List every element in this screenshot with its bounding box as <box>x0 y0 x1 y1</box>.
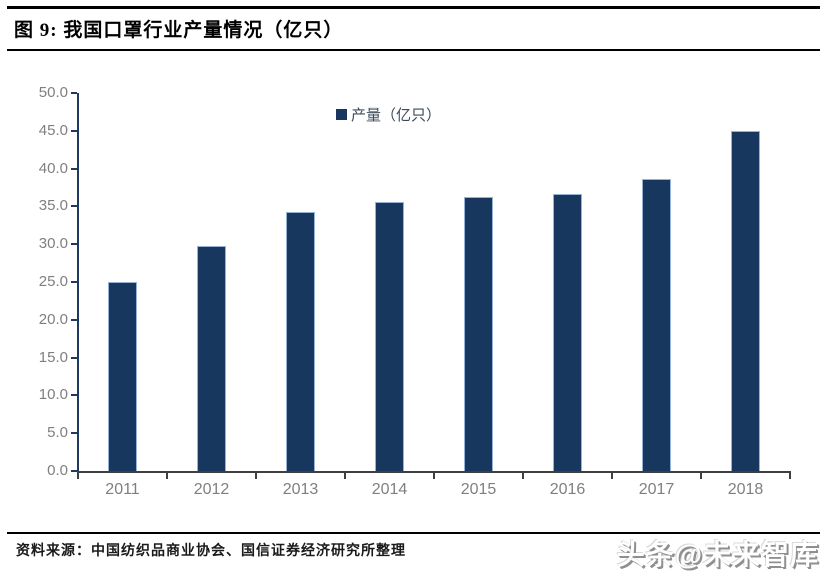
bar-2011 <box>108 282 137 471</box>
y-axis-line <box>77 93 79 471</box>
y-axis-tick <box>71 205 77 208</box>
title-underline-rule <box>7 49 820 51</box>
figure-title: 图 9: 我国口罩行业产量情况（亿只） <box>14 20 344 41</box>
y-tick-label: 15.0 <box>38 348 68 366</box>
y-axis-tick <box>71 356 77 359</box>
x-tick-label-2015: 2015 <box>460 481 497 498</box>
legend-square-swatch <box>336 108 347 120</box>
y-axis-tick <box>71 318 77 321</box>
y-tick-label: 5.0 <box>47 424 68 442</box>
x-axis-tick <box>522 473 524 479</box>
bar-2017 <box>642 179 671 471</box>
x-axis-tick <box>789 473 791 479</box>
x-axis-tick <box>255 473 257 479</box>
watermark: 头条@未来智库 <box>616 539 819 570</box>
x-tick-label-2012: 2012 <box>193 481 230 498</box>
y-tick-label: 50.0 <box>38 84 68 101</box>
x-axis-tick <box>433 473 435 479</box>
x-axis-tick <box>611 473 613 479</box>
y-tick-label: 40.0 <box>38 159 68 177</box>
x-tick-label-2013: 2013 <box>282 481 319 498</box>
y-tick-label: 0.0 <box>47 462 68 479</box>
y-tick-label: 25.0 <box>38 273 68 290</box>
x-axis-line <box>77 471 791 473</box>
bar-2014 <box>375 201 404 471</box>
x-axis-tick <box>344 473 346 479</box>
bar-2018 <box>731 130 760 471</box>
chart-legend: 产量（亿只） <box>336 103 441 125</box>
bar-2013 <box>286 211 315 471</box>
bar-2016 <box>553 194 582 471</box>
y-axis-tick <box>71 92 77 94</box>
y-axis-tick <box>71 470 77 472</box>
y-axis-tick <box>71 243 77 246</box>
y-axis-tick <box>71 281 77 283</box>
y-tick-label: 20.0 <box>38 310 68 328</box>
y-tick-label: 30.0 <box>38 235 68 253</box>
x-tick-label-2014: 2014 <box>371 481 408 498</box>
x-axis-tick <box>700 473 702 479</box>
x-axis-tick <box>166 473 168 479</box>
x-tick-label-2017: 2017 <box>638 481 675 498</box>
y-axis-tick <box>71 129 77 132</box>
footer-rule <box>7 532 820 534</box>
y-axis-tick <box>71 394 77 397</box>
bar-2012 <box>197 246 226 471</box>
bar-2015 <box>464 196 493 471</box>
x-tick-label-2016: 2016 <box>549 481 586 498</box>
top-rule <box>7 6 820 9</box>
y-tick-label: 45.0 <box>38 121 68 139</box>
source-note: 资料来源：中国纺织品商业协会、国信证券经济研究所整理 <box>16 544 406 559</box>
x-tick-label-2018: 2018 <box>727 481 764 498</box>
y-tick-label: 35.0 <box>38 197 68 215</box>
x-axis-tick <box>77 473 79 479</box>
legend-series-label: 产量（亿只） <box>351 107 442 124</box>
y-axis-tick <box>71 432 77 435</box>
x-tick-label-2011: 2011 <box>105 481 140 498</box>
y-axis-tick <box>71 167 77 170</box>
y-tick-label: 10.0 <box>38 386 68 404</box>
